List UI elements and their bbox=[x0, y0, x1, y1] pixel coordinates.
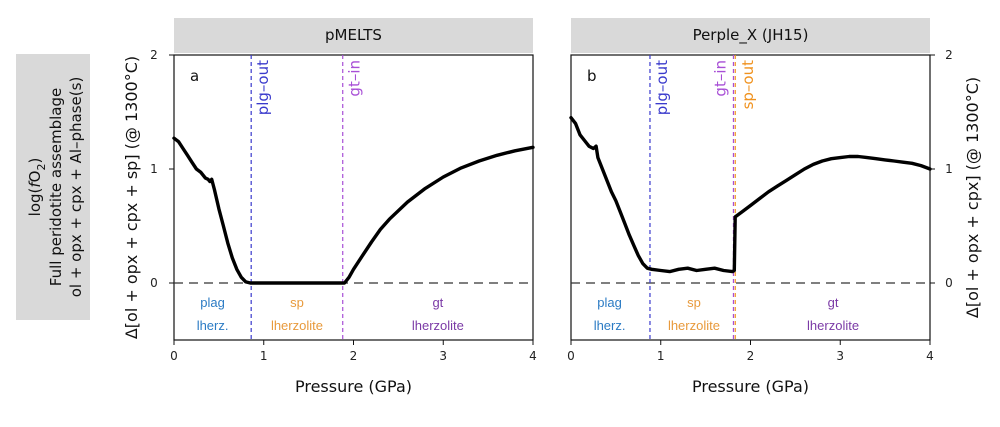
plot-frame bbox=[173, 54, 534, 341]
x-tick-label: 1 bbox=[657, 349, 665, 363]
y-axis-label: Δ[ol + opx + cpx + sp] (@ 1300°C) bbox=[122, 56, 141, 339]
zone-label-bottom: lherz. bbox=[197, 318, 229, 333]
phase-boundary-label: sp–out bbox=[739, 60, 757, 110]
panel-letter: a bbox=[190, 67, 199, 85]
zone-label-top: gt bbox=[432, 295, 443, 310]
phase-boundary-label: plg–out bbox=[653, 60, 671, 115]
x-tick-label: 2 bbox=[747, 349, 755, 363]
zone-label-bottom: lherzolite bbox=[807, 318, 859, 333]
y-tick-label: 2 bbox=[945, 48, 953, 62]
side-label-assemblage: Full peridotite assemblage bbox=[47, 88, 65, 286]
phase-boundary-label: plg–out bbox=[254, 60, 272, 115]
zone-label-bottom: lherzolite bbox=[271, 318, 323, 333]
x-tick-label: 4 bbox=[926, 349, 934, 363]
side-label-fo2: log(fO2) bbox=[26, 158, 48, 217]
y-tick-label: 0 bbox=[945, 276, 953, 290]
zone-label-bottom: lherzolite bbox=[412, 318, 464, 333]
x-tick-label: 1 bbox=[260, 349, 268, 363]
side-label: log(fO2) Full peridotite assemblage ol +… bbox=[26, 77, 85, 298]
y-tick-label: 0 bbox=[150, 276, 158, 290]
panel-title: pMELTS bbox=[325, 26, 382, 44]
x-tick-label: 0 bbox=[170, 349, 178, 363]
panel-strip bbox=[571, 18, 930, 53]
panel-b: Perple_X (JH15) 0 1 2 3 4 0 1 2 Pressure (GPa) Δ[o… bbox=[567, 18, 982, 396]
data-series-line bbox=[172, 136, 535, 285]
phase-boundary-label: gt–in bbox=[346, 60, 364, 97]
zone-label-bottom: lherzolite bbox=[668, 318, 720, 333]
zone-label-bottom: lherz. bbox=[594, 318, 626, 333]
y-axis-label: Δ[ol + opx + cpx] (@ 1300°C) bbox=[963, 77, 982, 318]
zone-label-top: plag bbox=[597, 295, 622, 310]
x-tick-label: 3 bbox=[836, 349, 844, 363]
side-label-box bbox=[16, 54, 90, 320]
x-axis-label: Pressure (GPa) bbox=[692, 377, 809, 396]
x-tick-label: 2 bbox=[350, 349, 358, 363]
panel-a: pMELTS 0 1 2 3 4 0 1 2 Pressure (GPa) Δ[ol + opx +… bbox=[122, 18, 537, 396]
phase-boundary-label: gt–in bbox=[711, 60, 729, 97]
zone-label-top: plag bbox=[200, 295, 225, 310]
x-tick-label: 3 bbox=[439, 349, 447, 363]
y-tick-label: 1 bbox=[945, 162, 953, 176]
y-tick-label: 1 bbox=[150, 162, 158, 176]
panel-strip bbox=[174, 18, 533, 53]
panel-letter: b bbox=[587, 67, 597, 85]
zone-label-top: sp bbox=[687, 295, 701, 310]
side-label-phases: ol + opx + cpx + Al–phase(s) bbox=[67, 77, 85, 298]
zone-label-top: sp bbox=[290, 295, 304, 310]
data-series-line bbox=[569, 116, 932, 274]
x-axis-label: Pressure (GPa) bbox=[295, 377, 412, 396]
zone-label-top: gt bbox=[828, 295, 839, 310]
x-tick-label: 0 bbox=[567, 349, 575, 363]
x-tick-label: 4 bbox=[529, 349, 537, 363]
y-tick-label: 2 bbox=[150, 48, 158, 62]
panel-title: Perple_X (JH15) bbox=[693, 26, 809, 45]
